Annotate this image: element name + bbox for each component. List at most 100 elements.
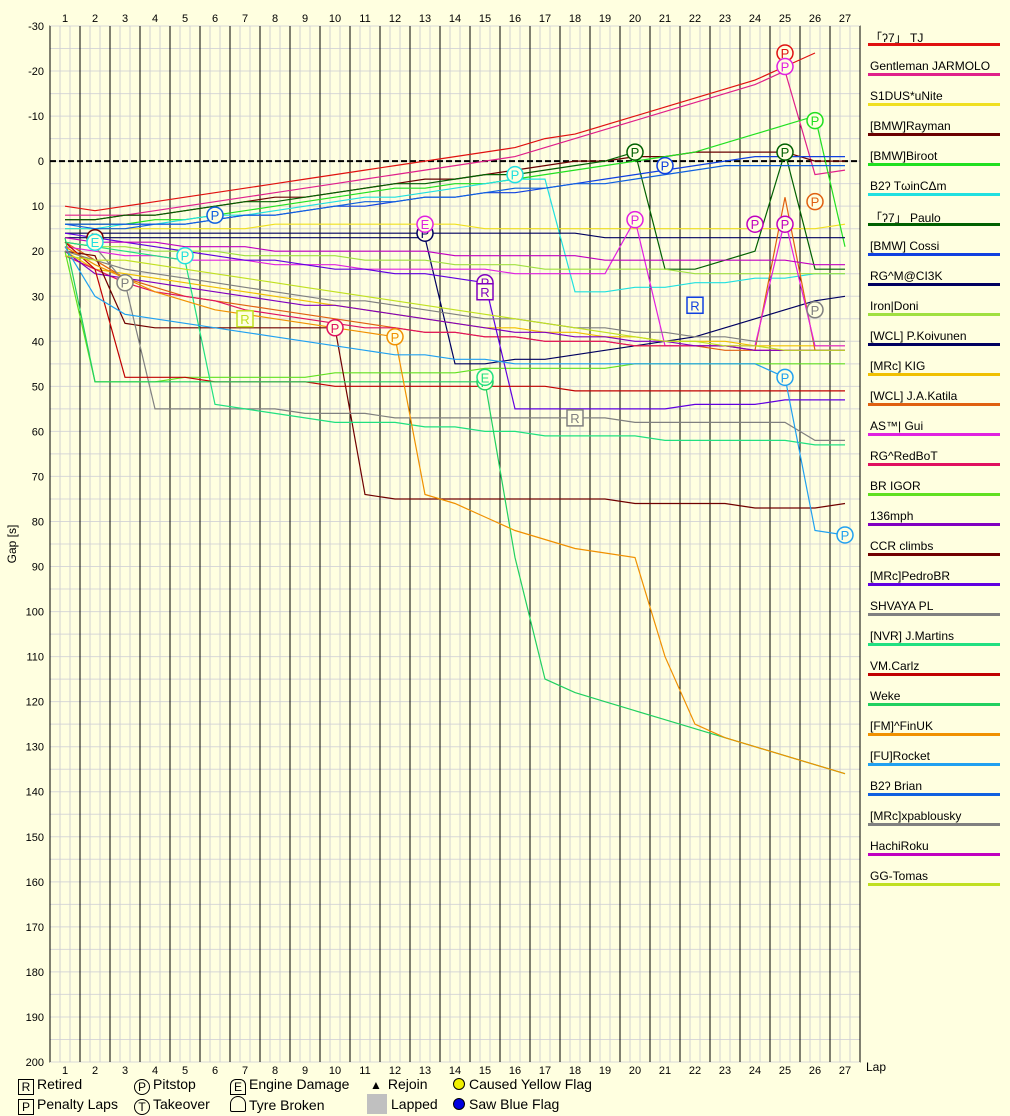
legend-swatch [868,883,1000,886]
pitstop-marker [176,246,194,265]
legend-item: Gentleman JARMOLO [866,56,1006,86]
legend-label: SHVAYA PL [870,599,934,613]
y-tick-label: 190 [26,1012,44,1024]
x-tick-label-top: 8 [272,13,278,25]
series-line [64,241,845,441]
pitstop-marker [116,273,134,292]
y-tick-label: 20 [32,246,44,258]
x-tick-label-top: 18 [569,13,581,25]
legend-label: CCR climbs [870,539,934,553]
legend-item: [BMW]Biroot [866,146,1006,176]
y-tick-label: 60 [32,426,44,438]
legend-item: Weke [866,686,1006,716]
y-tick-label: 90 [32,562,44,574]
marker-label: P [781,46,790,61]
key-pitstop: P Pitstop [134,1076,196,1095]
y-tick-label: 70 [32,471,44,483]
legend-item: RG^RedBoT [866,446,1006,476]
marker-label: P [181,249,190,264]
legend-item: [WCL] J.A.Katila [866,386,1006,416]
series-line [64,250,846,509]
legend-item: [BMW] Cossi [866,236,1006,266]
x-tick-label-top: 3 [122,13,128,25]
retired-icon: R [18,1079,34,1095]
y-tick-label: 40 [32,336,44,348]
marker-label: P [751,217,760,232]
legend-item: 136mph [866,506,1006,536]
yellow-flag-icon [453,1078,465,1090]
legend-label: Weke [870,689,901,703]
legend-item: [MRc]xpablousky [866,806,1006,836]
legend-swatch [868,493,1000,496]
x-tick-label: 15 [479,1065,491,1077]
x-tick-label-top: 4 [152,13,158,25]
marker-label: P [781,145,790,160]
legend-item: [MRc]PedroBR [866,566,1006,596]
legend-label: [BMW]Rayman [870,119,951,133]
legend-swatch [868,553,1000,556]
legend-item: [FU]Rocket [866,746,1006,776]
key-retired: R Retired [18,1076,82,1095]
legend-item: VM.Carlz [866,656,1006,686]
key-lapped: Lapped [367,1094,438,1114]
x-tick-label: 10 [329,1065,341,1077]
x-tick-label: 20 [629,1065,641,1077]
series-line [65,237,846,365]
x-tick-label-top: 26 [809,13,821,25]
x-tick-label-top: 6 [212,13,218,25]
legend-label: Iron|Doni [870,299,919,313]
marker-label: E [481,370,490,385]
y-tick-label: 80 [32,516,44,528]
pitstop-marker [806,192,824,211]
marker-label: P [811,195,820,210]
legend-label: B2ʔ TωinCΔm [870,179,947,193]
x-tick-label: 3 [122,1065,128,1077]
marker-label: P [211,208,220,223]
pitstop-marker [776,57,794,76]
x-tick-label: 1 [62,1065,68,1077]
legend-swatch [868,463,1000,466]
x-tick-label-top: 25 [779,13,791,25]
retired-marker [236,310,254,328]
engine-damage-marker [476,368,494,387]
x-tick-label-top: 27 [839,13,851,25]
pitstop-marker [836,526,854,544]
y-tick-label: 160 [26,877,44,889]
legend-item: [NVR] J.Martins [866,626,1006,656]
x-tick-label: 24 [749,1065,761,1077]
legend-swatch [868,853,1000,856]
y-tick-label: 30 [32,291,44,303]
marker-label: P [391,330,400,345]
x-tick-label-top: 2 [92,13,98,25]
legend-swatch [868,223,1000,226]
retired-marker [686,296,704,315]
x-tick-label-top: 22 [689,13,701,25]
x-tick-label-top: 21 [659,13,671,25]
legend-swatch [868,643,1000,646]
legend-item: RG^M@CI3K [866,266,1006,296]
legend-label: AS™| Gui [870,419,924,433]
legend-swatch [868,253,1000,256]
legend-swatch [868,793,1000,796]
driver-legend: 「ʔ7」 TJ Gentleman JARMOLO S1DUS*uNite [BMW]… [866,26,1006,896]
marker-label: P [781,60,790,75]
x-tick-label-top: 13 [419,13,431,25]
marker-label: P [331,321,340,336]
legend-swatch [868,133,1000,136]
series-line [64,241,845,446]
x-tick-label: 5 [182,1065,188,1077]
legend-item: 「ʔ7」 Paulo [866,206,1006,236]
legend-label: [MRc]xpablousky [870,809,962,823]
legend-swatch [868,433,1000,436]
legend-label: [BMW] Cossi [870,239,940,253]
x-tick-label: 22 [689,1065,701,1077]
legend-item: HachiRoku [866,836,1006,866]
legend-label: [FM]^FinUK [870,719,933,733]
legend-item: [BMW]Rayman [866,116,1006,146]
series-line [64,232,845,410]
marker-label: P [811,303,820,318]
legend-item: [WCL] P.Koivunen [866,326,1006,356]
series-line [64,241,845,392]
x-tick-label-top: 17 [539,13,551,25]
